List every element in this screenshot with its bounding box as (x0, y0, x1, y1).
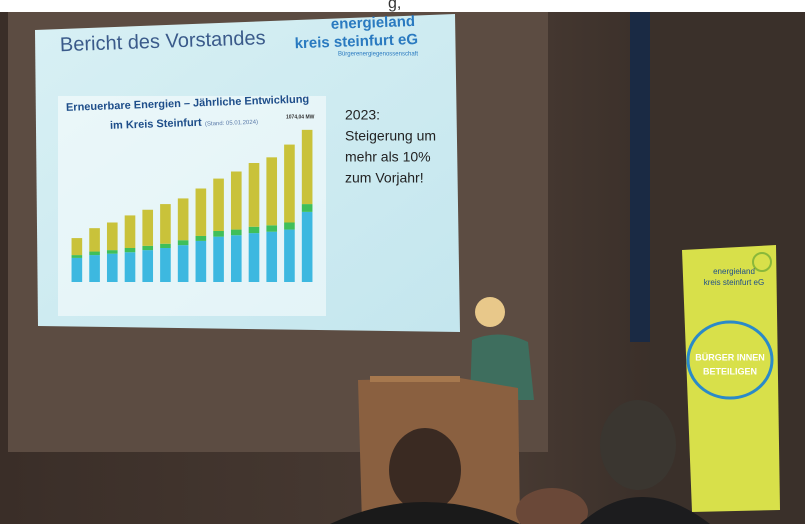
chart-total: 1074,04 MW (286, 114, 315, 120)
bar-segment (231, 235, 242, 282)
bar-segment (142, 210, 153, 246)
note-line: 2023: (345, 107, 380, 123)
bar-segment (302, 130, 313, 204)
bar-segment (266, 232, 277, 282)
audience-head (600, 400, 676, 490)
bar-segment (249, 227, 260, 233)
bar-segment (89, 228, 100, 251)
bar-segment (302, 204, 313, 212)
top-strip (0, 0, 805, 12)
bar-segment (284, 223, 295, 230)
bar-segment (89, 255, 100, 282)
bar-segment (284, 230, 295, 282)
bar-segment (72, 255, 83, 258)
bar-segment (196, 236, 207, 241)
bar-segment (249, 163, 260, 227)
bar-segment (107, 223, 118, 251)
photo: g, Bericht des Vorstandes energieland kr… (0, 0, 805, 524)
bar-segment (196, 189, 207, 236)
bar-segment (178, 198, 189, 240)
bar-segment (231, 172, 242, 230)
bar-segment (178, 240, 189, 245)
bar-segment (284, 145, 295, 223)
bar-segment (178, 245, 189, 282)
podium-top (370, 376, 460, 382)
bar-segment (107, 254, 118, 282)
bar-segment (142, 246, 153, 250)
bar-segment (266, 157, 277, 225)
page: g, Bericht des Vorstandes energieland kr… (0, 0, 805, 524)
banner-slogan1: BÜRGER INNEN (695, 352, 765, 362)
bar-segment (125, 248, 136, 252)
bar-segment (160, 244, 171, 248)
window (630, 12, 650, 342)
bar-segment (107, 250, 118, 254)
banner-line2: kreis steinfurt eG (704, 278, 764, 287)
banner-slogan2: BETEILIGEN (703, 366, 757, 376)
bar-segment (196, 241, 207, 282)
note-line: mehr als 10% (345, 149, 431, 165)
bar-segment (249, 233, 260, 282)
banner-line1: energieland (713, 267, 755, 276)
bar-segment (142, 250, 153, 282)
note-line: Steigerung um (345, 128, 436, 144)
bar-segment (213, 231, 224, 237)
bar-segment (72, 258, 83, 282)
bar-segment (160, 248, 171, 282)
bar-segment (213, 179, 224, 231)
bar-segment (125, 215, 136, 248)
bar-segment (266, 225, 277, 231)
bar-segment (213, 237, 224, 282)
top-fragment: g, (388, 0, 401, 12)
audience-head (389, 428, 461, 512)
bar-segment (302, 212, 313, 282)
bar-segment (72, 238, 83, 255)
bar-segment (125, 252, 136, 282)
bar-segment (89, 252, 100, 256)
speaker-head (475, 297, 505, 327)
logo-tagline: Bürgerenergiegenossenschaft (338, 52, 418, 58)
logo-line1: energieland (331, 13, 416, 33)
bar-segment (231, 230, 242, 236)
note-line: zum Vorjahr! (345, 170, 424, 186)
bar-segment (160, 204, 171, 244)
